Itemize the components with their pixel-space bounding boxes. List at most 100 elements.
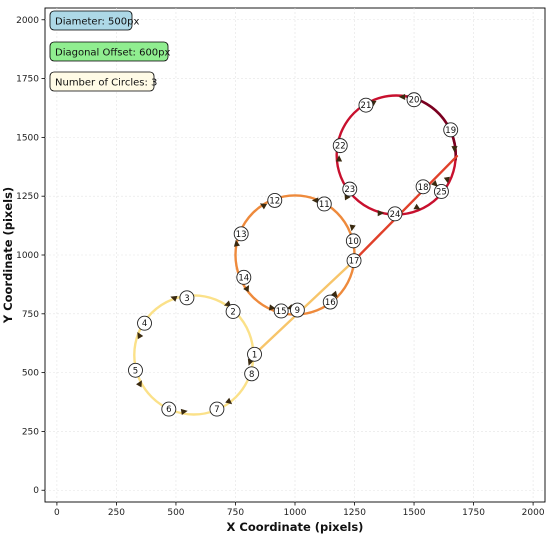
info-count-text: Number of Circles: 3 — [55, 78, 157, 89]
x-tick-label: 1500 — [403, 508, 426, 518]
path-node-label: 8 — [249, 370, 254, 380]
y-tick-label: 1000 — [16, 251, 39, 261]
direction-arrow — [170, 295, 178, 302]
path-node-label: 23 — [344, 185, 355, 195]
path-node-marker — [236, 269, 252, 285]
path-node: 18 — [415, 179, 431, 195]
x-tick-label: 500 — [167, 508, 184, 518]
path-node: 3 — [179, 290, 195, 306]
path-node-label: 2 — [230, 307, 235, 317]
x-tick-label: 250 — [108, 508, 125, 518]
path-node-label: 9 — [295, 306, 300, 316]
info-diameter-background — [49, 10, 133, 31]
path-node-label: 25 — [436, 187, 447, 197]
path-node-label: 24 — [390, 210, 401, 220]
direction-arrow — [431, 180, 438, 187]
path-node: 14 — [236, 269, 252, 285]
y-tick-label: 250 — [22, 427, 39, 437]
path-node-marker — [137, 315, 152, 331]
x-tick-label: 750 — [227, 508, 244, 518]
path-node-label: 15 — [276, 307, 287, 317]
path-node: 2 — [225, 304, 241, 319]
x-tick-label: 2000 — [522, 508, 545, 518]
y-axis-label: Y Coordinate (pixels) — [1, 187, 15, 324]
path-node-marker — [179, 290, 195, 306]
path-node-label: 7 — [214, 405, 219, 415]
y-tick-label: 0 — [33, 486, 39, 496]
direction-arrow — [331, 290, 338, 298]
path-node: 21 — [358, 97, 374, 113]
path-node-marker — [247, 346, 262, 362]
direction-arrow — [398, 93, 406, 101]
path-node-label: 6 — [166, 405, 171, 415]
y-tick-label: 1750 — [16, 75, 39, 85]
path-node: 25 — [433, 184, 449, 199]
path-node-marker — [289, 302, 305, 318]
path-node-marker — [433, 184, 449, 199]
direction-arrow — [335, 155, 343, 162]
path-node-marker — [345, 233, 361, 249]
direction-arrow — [233, 239, 241, 247]
path-node: 19 — [443, 122, 459, 138]
info-count-box: Number of Circles: 3 — [49, 71, 157, 92]
direction-arrow — [259, 203, 268, 210]
path-node: 15 — [273, 303, 289, 319]
path-node: 12 — [267, 192, 283, 208]
info-offset-box: Diagonal Offset: 600px — [49, 41, 171, 62]
path-node: 11 — [316, 196, 332, 212]
path-node: 9 — [289, 302, 305, 318]
x-tick-label: 1000 — [284, 508, 307, 518]
x-tick-label: 1250 — [343, 508, 366, 518]
path-node: 4 — [137, 315, 152, 331]
path-node-label: 22 — [335, 142, 346, 152]
path-node-label: 16 — [325, 298, 336, 308]
direction-arrow — [443, 176, 450, 184]
y-tick-label: 2000 — [16, 16, 39, 26]
path-node-marker — [244, 366, 260, 382]
direction-arrow — [136, 380, 142, 388]
path-node-marker — [233, 226, 249, 242]
path-node-label: 17 — [349, 257, 360, 267]
path-node-label: 4 — [142, 319, 147, 329]
direction-arrow — [180, 408, 188, 416]
path-node-marker — [332, 138, 348, 154]
direction-arrow — [225, 397, 233, 405]
x-tick-label: 1750 — [462, 508, 485, 518]
direction-arrow — [243, 284, 250, 293]
y-tick-label: 1250 — [16, 192, 39, 202]
path-node-marker — [342, 181, 358, 197]
path-node-marker — [406, 92, 422, 108]
info-diameter-box: Diameter: 500px — [49, 10, 139, 31]
path-node-label: 18 — [418, 183, 429, 193]
path-node-marker — [346, 253, 362, 269]
direction-arrow — [451, 146, 458, 153]
path-node-label: 20 — [409, 96, 420, 106]
path-node: 23 — [342, 181, 358, 197]
x-axis-label: X Coordinate (pixels) — [227, 520, 364, 534]
path-node: 17 — [346, 253, 362, 269]
path-node: 1 — [247, 346, 262, 362]
direction-arrow — [311, 197, 319, 204]
path-node-label: 21 — [361, 101, 372, 111]
path-node-marker — [267, 192, 283, 208]
path-node: 13 — [233, 226, 249, 242]
path-node-marker — [273, 303, 289, 319]
path-node-label: 11 — [319, 200, 330, 210]
y-tick-label: 500 — [22, 369, 39, 379]
path-node-marker — [443, 122, 459, 138]
direction-arrow — [137, 332, 144, 340]
y-tick-label: 750 — [22, 310, 39, 320]
path-node-marker — [225, 304, 241, 319]
path-node-label: 3 — [184, 294, 189, 304]
grid-lines — [45, 8, 545, 502]
path-node: 16 — [322, 294, 338, 310]
x-tick-label: 0 — [54, 508, 60, 518]
path-node: 22 — [332, 138, 348, 154]
y-tick-label: 1500 — [16, 133, 39, 143]
direction-arrow — [223, 300, 232, 307]
info-offset-text: Diagonal Offset: 600px — [55, 48, 171, 59]
path-node-marker — [316, 196, 332, 212]
path-node: 5 — [128, 362, 143, 378]
path-node: 8 — [244, 366, 260, 382]
